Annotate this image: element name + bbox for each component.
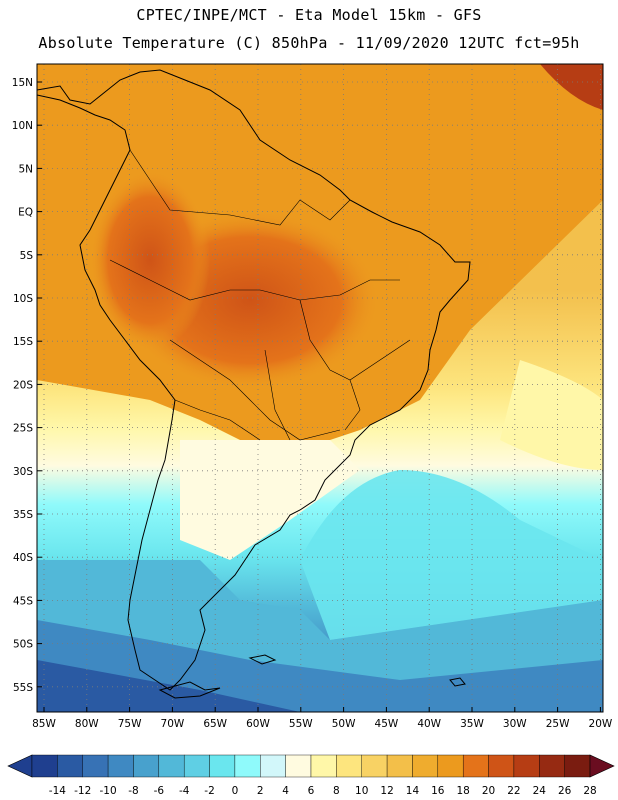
- colorbar-swatch: [437, 754, 464, 778]
- colorbar-swatch: [158, 754, 185, 778]
- lon-label: 65W: [203, 718, 227, 730]
- colorbar-right-arrow: [589, 754, 615, 778]
- colorbar-label: -8: [128, 785, 138, 797]
- colorbar-swatch: [564, 754, 591, 778]
- colorbar-label: 24: [533, 785, 547, 797]
- lat-label: 35S: [13, 509, 33, 521]
- colorbar-label: -6: [154, 785, 165, 797]
- temperature-field: [37, 64, 603, 712]
- country-borders: [109, 149, 411, 441]
- colorbar-label: 16: [431, 785, 445, 797]
- colorbar-swatch: [209, 754, 236, 778]
- map-frame: [36, 63, 604, 713]
- lat-label: 5S: [20, 250, 34, 262]
- colorbar-label: 6: [308, 785, 315, 797]
- lat-label: EQ: [18, 207, 33, 219]
- colorbar-swatch: [462, 754, 489, 778]
- colorbar-swatch: [57, 754, 83, 778]
- title-line-1: CPTEC/INPE/MCT - Eta Model 15km - GFS: [136, 6, 482, 24]
- lon-label: 55W: [289, 718, 313, 730]
- colorbar-label: 8: [333, 785, 340, 797]
- colorbar-swatch: [260, 754, 286, 778]
- lat-label: 45S: [13, 595, 33, 607]
- colorbar-swatch: [513, 754, 540, 778]
- colorbar-swatch: [386, 754, 413, 778]
- lon-label: 80W: [75, 718, 99, 730]
- colorbar-labels: -14 -12 -10 -8 -6 -4 -2 0 2 4 6 8 10 12 14 16 18 20 22 24 26…: [49, 785, 597, 797]
- lat-label: 50S: [13, 639, 33, 651]
- colorbar-swatch: [488, 754, 515, 778]
- colorbar-label: 2: [257, 785, 264, 797]
- colorbar-label: 14: [406, 785, 420, 797]
- colorbar-left-arrow: [7, 754, 33, 778]
- colorbar-label: 20: [482, 785, 495, 797]
- colorbar-swatch: [361, 754, 388, 778]
- colorbar-label: 0: [232, 785, 239, 797]
- latitude-labels: 15N 10N 5N EQ 5S 10S 15S 20S 25S 30S 35S 40S 45S 50S 5…: [12, 77, 42, 694]
- coastlines: [37, 69, 471, 699]
- colorbar-swatch: [183, 754, 210, 778]
- lat-label: 10S: [13, 293, 33, 305]
- colorbar-swatch: [82, 754, 109, 778]
- lon-label: 20W: [589, 718, 613, 730]
- longitude-labels: 85W 80W 75W 70W 65W 60W 55W 50W 45W 40W 35W 30W 25W 2…: [32, 707, 613, 730]
- colorbar-swatch: [107, 754, 134, 778]
- colorbar-swatch: [412, 754, 439, 778]
- lon-label: 75W: [118, 718, 142, 730]
- lon-label: 85W: [32, 718, 56, 730]
- colorbar-label: -14: [49, 785, 66, 797]
- colorbar-swatch: [539, 754, 565, 778]
- colorbar-label: -10: [100, 785, 117, 797]
- colorbar-swatch: [234, 754, 261, 778]
- colorbar-label: 10: [355, 785, 368, 797]
- colorbar-label: 12: [380, 785, 393, 797]
- colorbar-swatch: [310, 754, 337, 778]
- colorbar-label: 26: [558, 785, 572, 797]
- lon-label: 60W: [246, 718, 270, 730]
- lat-label: 25S: [13, 423, 33, 435]
- colorbar-label: 4: [282, 785, 289, 797]
- colorbar-label: -2: [204, 785, 214, 797]
- lat-label: 20S: [13, 379, 33, 391]
- colorbar-swatch: [31, 754, 58, 778]
- title-line-2: Absolute Temperature (C) 850hPa - 11/09/…: [38, 34, 580, 52]
- colorbar-label: -4: [179, 785, 190, 797]
- lat-label: 15N: [12, 77, 33, 89]
- colorbar-label: 18: [456, 785, 469, 797]
- colorbar-swatch: [133, 754, 160, 778]
- colorbar-swatch: [336, 754, 362, 778]
- lat-label: 10N: [12, 120, 33, 132]
- lon-label: 70W: [161, 718, 185, 730]
- colorbar-label: 22: [507, 785, 520, 797]
- lat-label: 5N: [18, 163, 33, 175]
- lon-label: 45W: [375, 718, 399, 730]
- lon-label: 25W: [546, 718, 570, 730]
- lon-label: 40W: [417, 718, 441, 730]
- lon-label: 30W: [503, 718, 527, 730]
- lat-label: 15S: [13, 336, 33, 348]
- colorbar-swatch: [285, 754, 312, 778]
- lat-label: 40S: [13, 552, 33, 564]
- lat-label: 30S: [13, 466, 33, 478]
- colorbar-label: -12: [74, 785, 91, 797]
- lat-label: 55S: [13, 682, 33, 694]
- colorbar: [7, 754, 615, 778]
- lon-label: 50W: [332, 718, 356, 730]
- lon-label: 35W: [460, 718, 484, 730]
- colorbar-label: 28: [583, 785, 596, 797]
